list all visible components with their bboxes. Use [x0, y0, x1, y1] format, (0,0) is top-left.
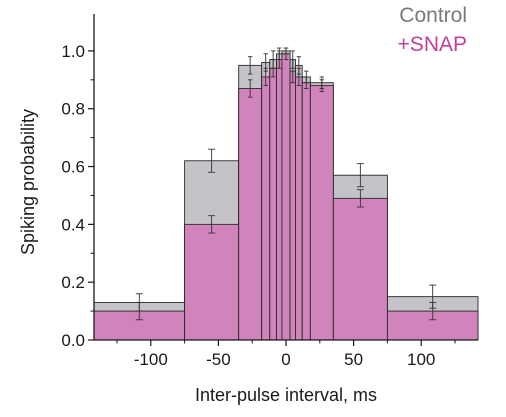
snap-bar-3	[261, 76, 271, 341]
y-tick-label: 0.8	[61, 100, 85, 119]
snap-bar-2	[238, 88, 263, 341]
y-tick-label: 0.4	[61, 215, 85, 234]
axes	[88, 14, 478, 346]
x-tick-label: -100	[134, 350, 168, 369]
snap-bar-4	[269, 67, 277, 341]
snap-bar-6	[281, 53, 291, 341]
legend-control-label: Control	[399, 4, 467, 27]
y-tick-label: 0.2	[61, 273, 85, 292]
x-tick-label: 0	[281, 350, 290, 369]
legend-snap-label: +SNAP	[398, 33, 467, 56]
x-tick-label: 50	[344, 350, 363, 369]
snap-error-bar-9	[304, 76, 309, 89]
snap-error-bar-2	[247, 79, 253, 98]
snap-error-bar-10	[319, 79, 325, 92]
control-error-bar-11	[356, 163, 364, 188]
snap-error-bar-5	[277, 50, 282, 69]
snap-bar-1	[184, 223, 240, 341]
error-bars	[135, 47, 437, 321]
x-tick-label: -50	[206, 350, 231, 369]
snap-bar-9	[301, 82, 311, 341]
snap-bar-8	[295, 76, 303, 341]
control-error-bar-2	[247, 56, 253, 75]
control-error-bar-1	[208, 148, 216, 173]
snap-error-bar-11	[356, 189, 364, 208]
y-tick-label: 0.6	[61, 158, 85, 177]
snap-error-bar-6	[283, 47, 289, 61]
y-tick-label: 1.0	[61, 42, 85, 61]
x-tick-label: 100	[407, 350, 435, 369]
tick-labels: 0.0 0.2 0.4 0.6 0.8 1.0 -100 -50 0 50 100	[61, 42, 435, 369]
snap-error-bar-7	[290, 59, 295, 84]
x-axis-title: Inter-pulse interval, ms	[195, 385, 377, 405]
y-axis-title: Spiking probability	[18, 109, 38, 255]
snap-error-bar-1	[208, 215, 216, 234]
snap-bar-10	[309, 85, 334, 341]
snap-error-bar-3	[263, 67, 268, 87]
snap-error-bar-12	[429, 301, 437, 321]
snap-bars	[93, 53, 479, 341]
snap-error-bar-4	[270, 59, 276, 78]
y-tick-label: 0.0	[61, 331, 85, 350]
snap-bar-5	[276, 59, 283, 341]
snap-bar-7	[289, 70, 296, 341]
snap-error-bar-8	[296, 67, 302, 87]
snap-bar-11	[332, 197, 388, 341]
snap-error-bar-0	[135, 301, 143, 321]
